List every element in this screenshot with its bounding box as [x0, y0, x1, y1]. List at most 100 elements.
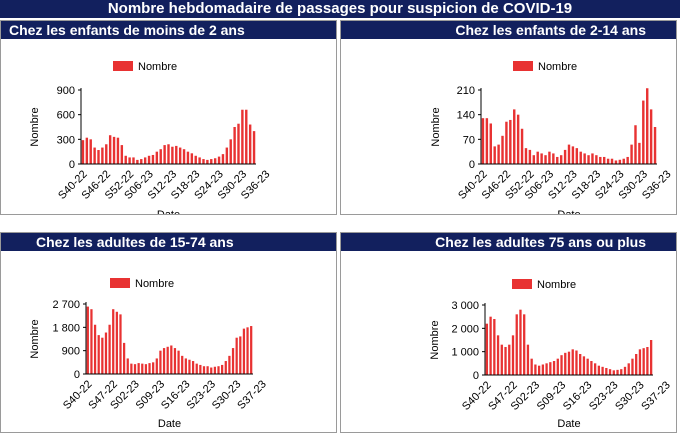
bar: [115, 311, 118, 374]
y-tick-label: 300: [57, 134, 75, 146]
y-tick-label: 210: [457, 85, 475, 97]
bar: [519, 309, 522, 375]
bar: [626, 156, 629, 164]
bar: [582, 356, 586, 375]
bar: [620, 369, 623, 375]
y-tick-label: 2 000: [451, 323, 479, 335]
bar: [116, 137, 120, 164]
chart-title: Chez les adultes de 15-74 ans: [1, 233, 336, 251]
bar: [508, 344, 511, 375]
bar: [638, 142, 641, 164]
bar: [556, 358, 559, 375]
bar: [537, 365, 541, 375]
legend-label: Nombre: [138, 61, 177, 73]
y-tick-label: 0: [69, 159, 75, 171]
bar: [614, 160, 618, 164]
bar: [608, 369, 612, 375]
bar: [159, 350, 162, 374]
bar: [97, 335, 100, 374]
bar: [167, 144, 170, 164]
bar: [202, 366, 206, 374]
bar: [509, 119, 512, 164]
bar: [128, 157, 131, 164]
bar: [241, 109, 244, 164]
bar: [175, 145, 178, 164]
bar: [101, 337, 104, 374]
bar: [571, 146, 575, 164]
bar: [101, 147, 104, 164]
y-axis-title: Nombre: [29, 319, 41, 358]
bar: [524, 148, 528, 164]
bar: [162, 348, 166, 374]
bar: [485, 118, 489, 164]
y-tick-label: 70: [463, 134, 475, 146]
legend: Nombre: [512, 279, 576, 291]
legend-swatch: [113, 61, 133, 71]
bar: [231, 348, 235, 374]
bar: [206, 159, 209, 164]
bar: [206, 366, 209, 374]
bar: [104, 332, 108, 374]
bar: [534, 364, 537, 375]
bar: [182, 149, 186, 164]
bar: [105, 144, 108, 164]
bar: [523, 314, 526, 375]
bar: [587, 155, 590, 164]
bar-chart-under-2: Nombre0300600900S40-22S46-22S52-22S06-23…: [29, 61, 273, 214]
bar: [184, 358, 187, 374]
bar: [485, 323, 489, 375]
bar: [143, 157, 147, 164]
bar: [549, 362, 552, 375]
bar: [233, 127, 236, 164]
legend: Nombre: [110, 278, 174, 290]
legend-swatch: [513, 61, 533, 71]
bar: [597, 365, 601, 375]
bar: [191, 361, 195, 374]
bar: [513, 109, 516, 164]
bar: [124, 155, 127, 164]
bar: [515, 314, 518, 375]
bar: [526, 344, 530, 375]
bar: [599, 156, 602, 164]
bar: [618, 159, 622, 164]
bar: [140, 159, 143, 164]
bar: [556, 156, 559, 164]
bar: [646, 88, 649, 164]
bar: [148, 363, 151, 374]
bar: [228, 355, 231, 374]
bar: [93, 324, 97, 374]
bar: [173, 348, 177, 374]
bar: [188, 359, 191, 374]
bar: [97, 150, 100, 164]
chart-panel-2-14: Chez les enfants de 2-14 ans Nombre 0 70 14…: [340, 20, 677, 215]
bar: [136, 159, 139, 164]
bar: [623, 366, 627, 375]
legend-label: Nombre: [538, 61, 577, 73]
bar: [595, 155, 598, 164]
bar: [616, 369, 619, 375]
y-tick-label: 0: [473, 370, 479, 382]
y-axis-title: Nombre: [429, 320, 441, 359]
bar: [638, 349, 642, 375]
bar: [627, 363, 630, 375]
legend-label: Nombre: [135, 278, 174, 290]
bar: [112, 136, 116, 164]
bar: [602, 156, 606, 164]
bar: [248, 124, 252, 164]
legend-label: Nombre: [537, 279, 576, 291]
legend-swatch: [110, 278, 130, 288]
y-tick-label: 2 700: [52, 299, 80, 311]
chart-panel-15-74: Chez les adultes de 15-74 ans Nombre 0 900…: [0, 232, 337, 433]
bar: [210, 159, 213, 164]
bar: [132, 157, 135, 164]
bar: [622, 158, 625, 164]
y-tick-label: 0: [469, 159, 475, 171]
y-tick-label: 0: [74, 369, 80, 381]
y-axis-title: Nombre: [430, 107, 442, 146]
bar: [155, 358, 158, 374]
bar: [81, 140, 85, 164]
bar: [239, 336, 242, 374]
bar: [630, 144, 633, 164]
legend: Nombre: [113, 61, 177, 73]
